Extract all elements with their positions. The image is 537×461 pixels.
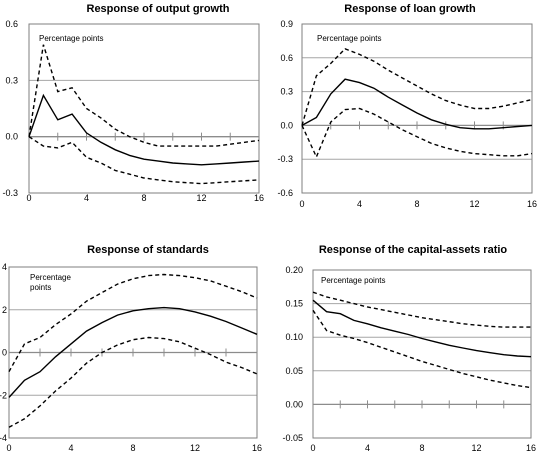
x-tick-label: 12: [190, 443, 200, 453]
y-tick-label: -0.6: [277, 188, 293, 198]
x-tick-label: 16: [527, 199, 537, 209]
plot-frame: [28, 23, 260, 194]
y-tick-label: -0.3: [277, 154, 293, 164]
x-tick-label: 8: [419, 443, 424, 453]
panel-capital-assets-ratio: Response of the capital-assets ratio 0.2…: [282, 244, 536, 453]
percentage-points-note: Percentage points: [317, 34, 382, 43]
y-tick-label: 0.00: [285, 399, 303, 409]
estimate-line: [8, 306, 258, 398]
panel-output-growth: Response of output growth 0.60.30.0-0.3 0…: [2, 3, 264, 203]
x-tick-label: 16: [526, 443, 536, 453]
x-tick-label: 0: [26, 193, 31, 203]
x-tick-label: 12: [196, 193, 206, 203]
x-tick-label: 12: [469, 199, 479, 209]
confidence-band-upper: [301, 47, 533, 126]
percentage-points-note: Percentage points: [30, 273, 71, 292]
x-tick-label: 4: [68, 443, 73, 453]
x-tick-label: 0: [6, 443, 11, 453]
confidence-band-lower: [8, 336, 258, 428]
percentage-points-note: Percentage points: [321, 276, 386, 285]
panel-loan-growth: Response of loan growth 0.9 0.6 0.3 0.0 -0.3…: [277, 3, 537, 209]
confidence-band-lower: [301, 107, 533, 159]
y-tick-label: 0.6: [5, 19, 18, 29]
x-tick-label: 16: [254, 193, 264, 203]
estimate-line: [312, 299, 532, 358]
x-tick-label: 0: [299, 199, 304, 209]
panel-title: Response of loan growth: [344, 3, 476, 15]
confidence-band-lower: [312, 309, 532, 389]
x-tick-label: 16: [252, 443, 262, 453]
x-tick-label: 12: [471, 443, 481, 453]
y-tick-label: 0.6: [280, 53, 293, 63]
axes: 0.9 0.6 0.3 0.0 -0.3 -0.6 0 4 8 12 16: [277, 19, 537, 209]
y-tick-label: 0.3: [280, 87, 293, 97]
x-tick-label: 0: [310, 443, 315, 453]
y-tick-label: 0.10: [285, 332, 303, 342]
estimate-line: [301, 78, 533, 130]
x-tick-label: 4: [357, 199, 362, 209]
panel-title: Response of output growth: [87, 3, 230, 15]
y-tick-label: -0.05: [282, 433, 303, 443]
y-tick-label: 0.0: [280, 120, 293, 130]
y-tick-label: 0.05: [285, 366, 303, 376]
y-tick-label: 0.3: [5, 75, 18, 85]
axes: 0.20 0.15 0.10 0.05 0.00 -0.05 0 4 8 12 16: [282, 265, 536, 453]
y-tick-label: 0.0: [5, 132, 18, 142]
confidence-band-lower: [28, 136, 260, 185]
y-tick-label: 2: [2, 305, 7, 315]
panel-title: Response of the capital-assets ratio: [319, 244, 508, 256]
x-tick-label: 8: [414, 199, 419, 209]
plot-frame: [312, 269, 532, 439]
y-tick-label: 0: [2, 348, 7, 358]
y-tick-label: 4: [2, 262, 7, 272]
confidence-band-upper: [28, 44, 260, 147]
confidence-band-upper: [312, 291, 531, 328]
axes: 0.6 0.3 0.0 -0.3 0 4 8 12 16: [2, 19, 264, 203]
percentage-points-note: Percentage points: [39, 34, 104, 43]
x-tick-label: 8: [141, 193, 146, 203]
y-tick-label: -4: [0, 433, 7, 443]
x-tick-label: 8: [130, 443, 135, 453]
y-tick-label: -0.3: [2, 188, 18, 198]
x-tick-label: 4: [365, 443, 370, 453]
y-tick-label: -2: [0, 390, 7, 400]
estimate-line: [28, 93, 260, 166]
y-tick-label: 0.20: [285, 265, 303, 275]
y-tick-label: 0.9: [280, 19, 293, 29]
y-tick-label: 0.15: [285, 299, 303, 309]
x-tick-label: 4: [84, 193, 89, 203]
plot-frame: [301, 23, 533, 194]
panel-title: Response of standards: [87, 244, 209, 256]
